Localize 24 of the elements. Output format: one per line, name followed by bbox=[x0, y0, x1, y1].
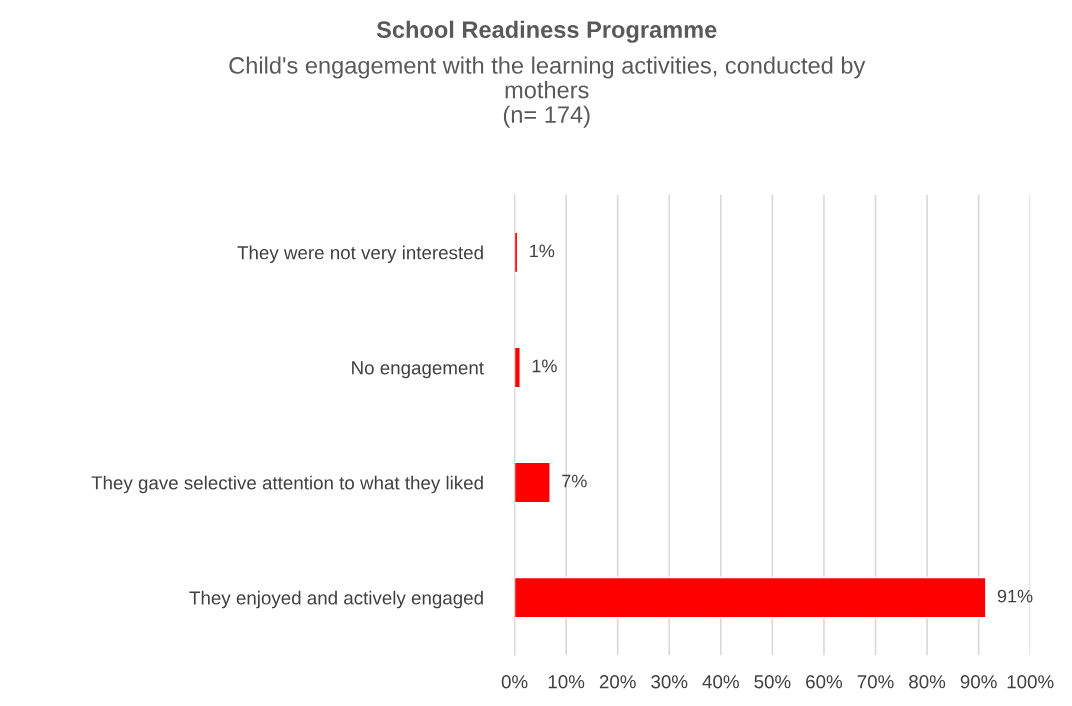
x-tick-label: 10% bbox=[548, 675, 585, 689]
chart-subtitle: Child's engagement with the learning activities, conducted by mothers (n= 174) bbox=[229, 56, 866, 128]
x-tick-label: 30% bbox=[651, 675, 688, 689]
x-tick-label: 50% bbox=[754, 675, 791, 689]
bar bbox=[514, 461, 551, 504]
x-tick-label: 0% bbox=[501, 675, 528, 689]
x-tick-label: 100% bbox=[1007, 675, 1054, 689]
x-tick-label: 40% bbox=[702, 675, 739, 689]
data-label: 7% bbox=[562, 474, 587, 488]
data-label: 1% bbox=[532, 359, 557, 373]
x-tick-label: 70% bbox=[857, 675, 894, 689]
x-tick-label: 90% bbox=[960, 675, 997, 689]
chart-title: School Readiness Programme bbox=[376, 20, 717, 43]
y-tick-label: They gave selective attention to what they liked bbox=[91, 475, 483, 494]
y-tick-label: No engagement bbox=[352, 361, 484, 379]
y-tick-label: They were not very interested bbox=[237, 245, 483, 264]
y-tick-label: They enjoyed and actively engaged bbox=[189, 590, 483, 609]
x-tick-label: 20% bbox=[599, 675, 636, 689]
bar bbox=[514, 346, 521, 389]
x-tick-label: 60% bbox=[806, 675, 843, 689]
x-tick-label: 80% bbox=[909, 675, 946, 689]
data-label: 91% bbox=[997, 589, 1033, 603]
data-label: 1% bbox=[530, 244, 555, 258]
bar bbox=[514, 576, 987, 619]
